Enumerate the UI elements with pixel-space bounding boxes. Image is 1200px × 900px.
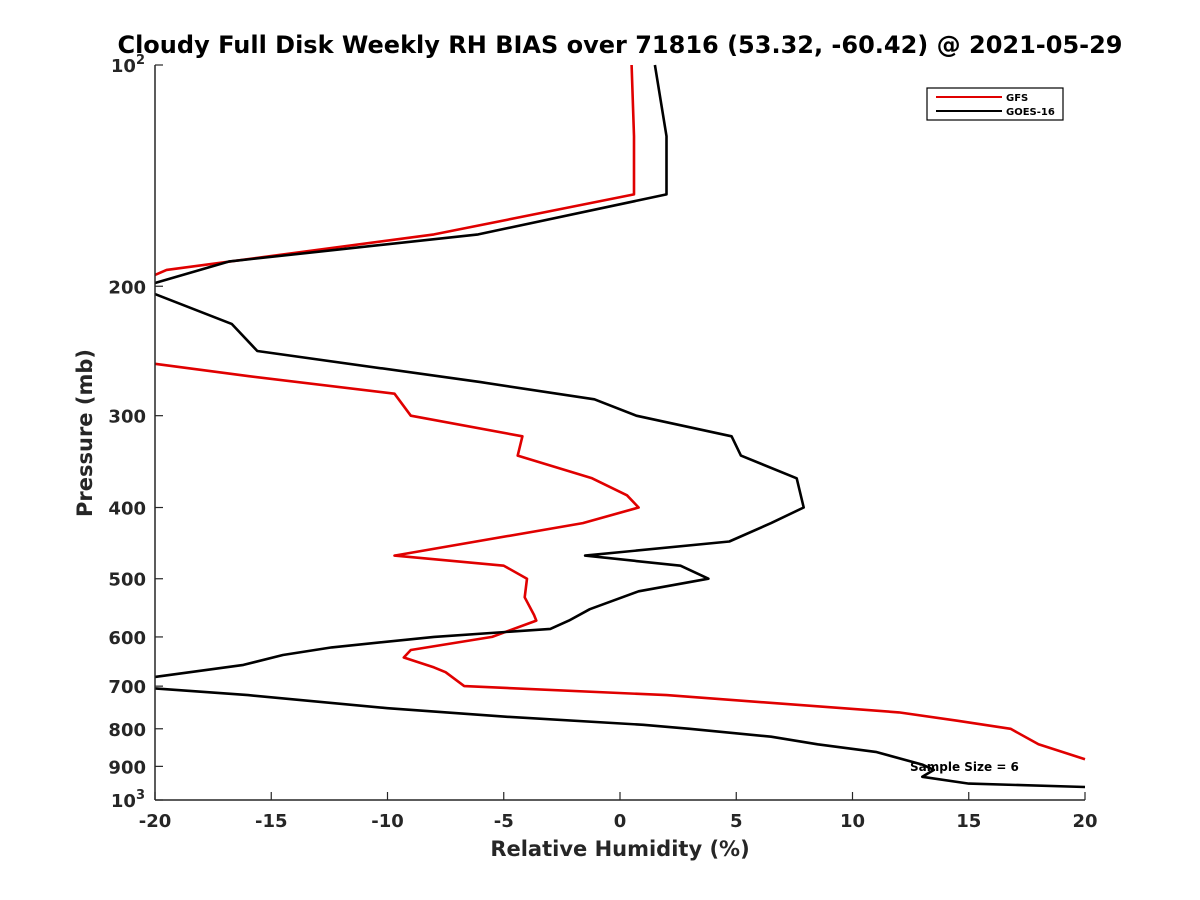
sample-size-annotation: Sample Size = 6 [910,760,1019,774]
y-tick-label: 600 [108,628,146,649]
legend-box [926,87,1064,121]
legend: GFS GOES-16 [926,87,1064,121]
series-layer [154,64,1086,789]
x-axis-ticks: -20 -15 -10 -5 0 5 10 15 20 [139,792,1098,832]
y-tick-label: 102 [111,53,145,77]
plot-area: -20 -15 -10 -5 0 5 10 15 20 102 200 300 400 500 600 70… [108,53,1097,832]
y-tick-label: 700 [108,677,146,698]
x-tick-label: -20 [139,811,172,832]
x-tick-label: 15 [956,811,981,832]
y-tick-label: 200 [108,277,146,298]
chart-title: Cloudy Full Disk Weekly RH BIAS over 718… [117,31,1122,59]
x-tick-label: 20 [1072,811,1097,832]
y-tick-label: 500 [108,570,146,591]
y-tick-label: 800 [108,720,146,741]
legend-label-gfs: GFS [1006,93,1028,104]
plot-background [155,65,1085,800]
series-line-gfs [154,64,1086,761]
x-tick-label: -15 [255,811,288,832]
y-axis-label: Pressure (mb) [73,349,97,517]
x-tick-label: 5 [730,811,743,832]
legend-label-goes16: GOES-16 [1006,107,1055,118]
x-tick-label: -5 [494,811,514,832]
y-tick-label: 400 [108,499,146,520]
x-tick-label: 0 [614,811,627,832]
x-axis-label: Relative Humidity (%) [490,837,749,861]
y-axis-ticks: 102 200 300 400 500 600 700 800 900 103 [108,53,163,812]
x-tick-label: 10 [840,811,865,832]
y-tick-label: 300 [108,407,146,428]
y-tick-label: 900 [108,757,146,778]
y-tick-label: 103 [111,788,145,812]
x-tick-label: -10 [371,811,404,832]
series-line-goes-16 [154,64,1086,789]
